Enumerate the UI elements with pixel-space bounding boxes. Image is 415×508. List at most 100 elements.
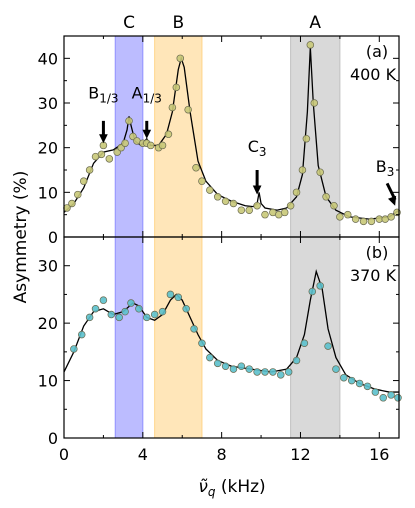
y-axis-label: Asymmetry (%) [11,171,31,304]
data-point-b [261,368,269,376]
data-point-a [367,217,376,226]
panel-label-a: (a) [366,42,388,61]
data-point-b [394,394,402,402]
data-point-a [387,213,395,221]
data-point-a [245,206,253,214]
data-point-a [261,210,269,219]
x-tick-label: 8 [217,445,227,464]
data-point-a [97,150,106,159]
data-point-a [229,199,238,208]
data-point-a [280,208,289,217]
data-point-a [310,99,319,107]
data-point-b [158,307,167,316]
data-point-b [371,388,380,396]
data-point-b [277,371,285,379]
data-point-b [213,359,222,368]
data-point-a [221,197,230,206]
y-tick-label-b: 10 [38,372,58,391]
data-point-b [229,365,238,373]
data-point-b [355,379,364,388]
temperature-label-a: 400 K [350,65,397,84]
data-point-b [198,339,206,347]
data-point-a [344,210,352,219]
annotation-label-b1-3: B1/3 [88,84,118,106]
fit-curve-b [63,269,399,393]
data-point-a [206,186,214,194]
data-point-b [363,382,372,391]
x-tick-label: 0 [59,445,69,464]
data-point-b [182,305,190,313]
panel-label-b: (b) [366,243,389,262]
data-point-a [298,166,307,174]
data-point-b [332,365,340,373]
y-tick-label-b: 0 [48,429,58,448]
data-point-b [150,310,159,319]
data-point-b [77,330,86,339]
band-label-b: B [172,13,184,33]
data-point-a [213,193,222,201]
data-point-b [253,368,261,376]
data-point-a [292,188,301,197]
data-point-b [91,305,100,313]
annotation-label-a1-3: A1/3 [132,84,162,106]
data-point-b [121,307,129,316]
y-tick-label-a: 10 [38,183,58,202]
band-label-a: A [309,13,321,33]
data-point-a [125,117,133,125]
data-point-b [284,368,293,376]
annotation-arrow-head [99,134,108,144]
data-point-a [105,155,114,163]
data-point-b [115,313,123,322]
data-point-b [245,365,253,373]
annotation-arrow-head [387,195,397,206]
data-point-a [68,199,76,208]
plot-frame-a [63,35,400,238]
data-point-b [347,376,356,385]
data-point-a [85,166,94,174]
data-point-a [184,105,192,114]
annotation-label-c3: C3 [248,137,267,159]
y-tick-label-a: 40 [38,49,58,68]
data-point-b [300,339,309,347]
band-label-c: C [123,13,135,33]
data-point-a [74,190,82,199]
data-point-a [176,54,185,63]
data-point-a [79,177,88,185]
y-tick-label-a: 0 [48,228,58,247]
data-point-b [221,362,230,370]
data-point-b [166,290,175,299]
data-point-b [190,325,198,333]
data-point-b [99,296,108,304]
data-point-a [198,177,206,185]
data-point-b [316,282,324,290]
data-point-b [308,287,317,296]
data-point-a [146,141,155,150]
annotation-arrow-head [252,185,262,195]
plot-frame-b [63,236,400,439]
data-point-b [135,305,143,313]
fit-curve-a [63,47,400,220]
data-point-a [121,139,129,147]
data-point-b [206,353,214,362]
data-point-b [143,313,151,322]
data-point-a [286,201,295,210]
data-point-b [324,342,332,350]
x-tick-label: 16 [369,445,389,464]
data-point-a [168,103,177,112]
annotation-label-b3: B3 [376,157,395,179]
data-point-a [172,83,181,92]
data-point-a [192,164,200,172]
data-point-b [127,299,135,307]
y-tick-label-a: 30 [38,94,58,113]
data-point-b [379,394,387,402]
data-point-b [174,293,183,302]
data-point-b [70,345,78,353]
data-point-a [302,134,311,143]
x-axis-label: ν̃q (kHz) [198,477,265,499]
data-point-a [351,215,360,223]
data-point-a [330,201,338,210]
data-point-a [306,41,315,49]
data-point-b [292,356,301,365]
data-point-a [316,168,324,176]
